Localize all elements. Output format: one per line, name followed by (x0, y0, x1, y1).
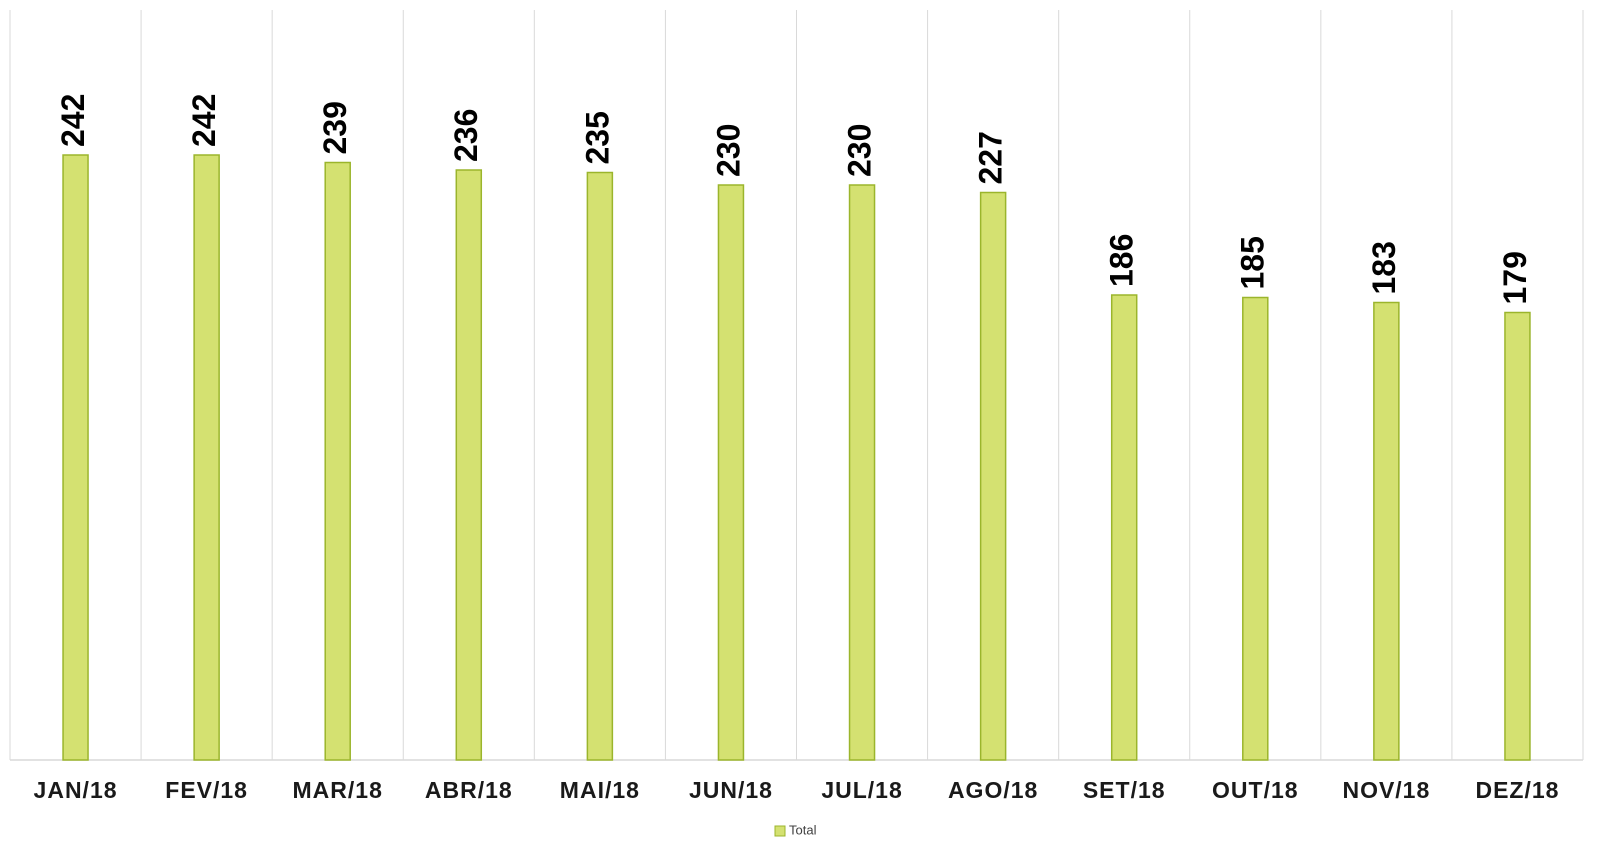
x-tick-label: DEZ/18 (1475, 777, 1559, 803)
x-tick-label: AGO/18 (948, 777, 1038, 803)
x-tick-label: OUT/18 (1212, 777, 1299, 803)
value-label: 179 (1497, 251, 1533, 304)
legend-swatch (774, 825, 786, 837)
bar (586, 171, 614, 761)
value-label: 242 (55, 94, 91, 147)
x-tick-label: JUN/18 (689, 777, 773, 803)
bar (455, 169, 483, 761)
bar (62, 154, 89, 761)
value-label: 235 (579, 111, 615, 164)
bar (848, 184, 876, 761)
bar (1110, 294, 1138, 761)
bar (1504, 311, 1531, 761)
value-label: 242 (186, 94, 222, 147)
bar (1242, 296, 1269, 761)
x-tick-label: JAN/18 (34, 777, 118, 803)
x-tick-label: JUL/18 (821, 777, 902, 803)
value-label: 185 (1235, 236, 1271, 289)
bar (193, 154, 220, 761)
value-label: 227 (973, 131, 1009, 184)
value-label: 239 (317, 101, 353, 154)
bar (979, 191, 1007, 761)
bar (1373, 301, 1400, 761)
x-tick-label: NOV/18 (1342, 777, 1430, 803)
bar (717, 184, 745, 761)
value-label: 230 (710, 124, 746, 177)
x-tick-label: ABR/18 (425, 777, 513, 803)
x-tick-label: SET/18 (1083, 777, 1166, 803)
x-tick-label: MAI/18 (560, 777, 640, 803)
value-label: 183 (1366, 241, 1402, 294)
value-label: 230 (841, 124, 877, 177)
bar (324, 161, 351, 761)
x-tick-label: MAR/18 (293, 777, 383, 803)
value-label: 186 (1104, 234, 1140, 287)
legend-label: Total (789, 822, 817, 837)
value-label: 236 (448, 109, 484, 162)
x-tick-label: FEV/18 (165, 777, 248, 803)
